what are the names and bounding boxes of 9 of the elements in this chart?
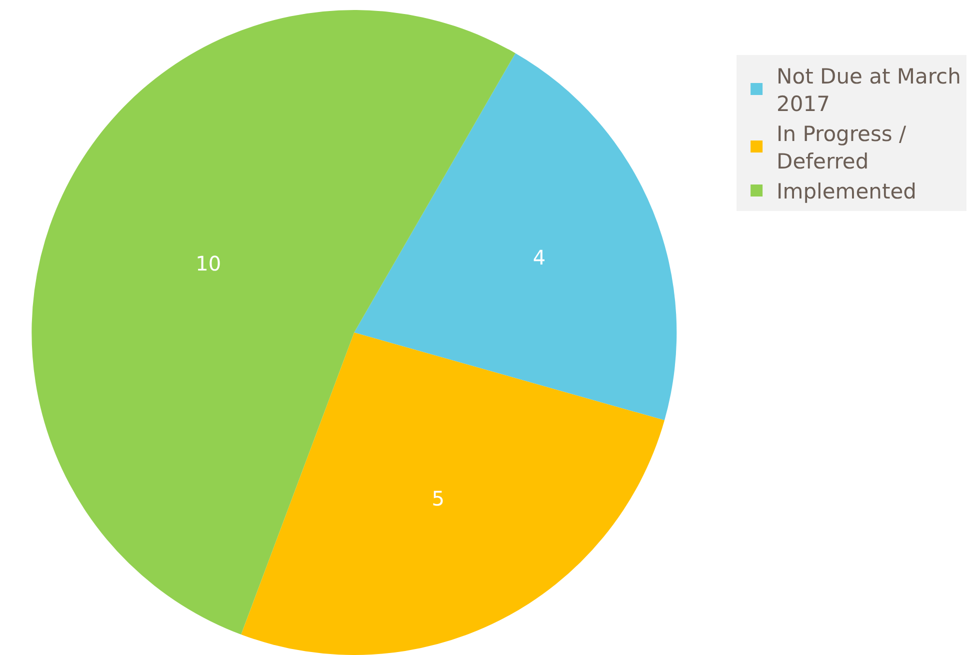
- data-label: 5: [432, 486, 444, 510]
- pie-slice: [354, 53, 676, 420]
- data-label: 4: [532, 245, 546, 270]
- pie-slice: [241, 332, 664, 655]
- legend-label: Implemented: [776, 180, 916, 204]
- data-label: 10: [196, 252, 222, 276]
- pie-slice: [32, 10, 516, 635]
- legend-label: Not Due at March 2017: [776, 64, 961, 116]
- legend-label: In Progress / Deferred: [776, 122, 908, 174]
